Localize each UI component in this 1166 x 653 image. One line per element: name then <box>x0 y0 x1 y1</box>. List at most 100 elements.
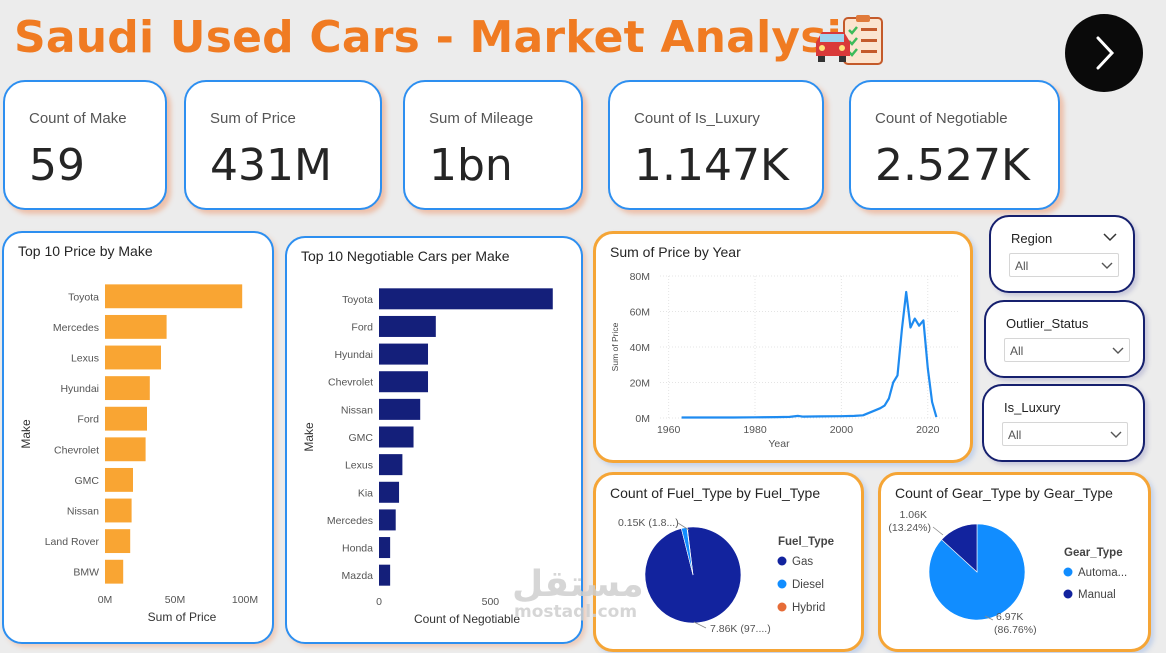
kpi-card-count-of-negotiable: Count of Negotiable 2.527K <box>849 80 1060 210</box>
y-axis-title: Sum of Price <box>610 322 620 371</box>
bar <box>379 509 396 531</box>
bar <box>379 481 400 503</box>
legend-marker <box>1063 589 1073 599</box>
bar <box>379 343 429 365</box>
y-tick-label: 80M <box>630 271 650 283</box>
x-tick-label: 0M <box>98 594 113 606</box>
chart-plot-price-by-year: 0M 20M 40M 60M 80M 1960 1980 2000 2020 Year Sum of… <box>610 271 958 450</box>
chart-plot-price-by-make: Toyota Mercedes Lexus Hyundai Ford Chevrolet G… <box>19 284 258 624</box>
y-axis-title: Make <box>19 419 33 449</box>
category-label: Ford <box>77 414 99 426</box>
kpi-label: Sum of Price <box>210 110 296 127</box>
x-tick-label: 100M <box>232 594 258 606</box>
bar <box>379 371 429 393</box>
category-label: Land Rover <box>45 536 100 548</box>
data-label-automatic-pct: (86.76%) <box>994 624 1037 636</box>
y-axis-title: Make <box>302 422 316 452</box>
legend-label: Manual <box>1078 589 1116 601</box>
chart-top10-price-by-make: Top 10 Price by Make Toyota Mercedes Lexus… <box>2 231 274 644</box>
x-tick-label: 2020 <box>916 424 940 436</box>
dropdown-value: All <box>1010 344 1024 358</box>
bar <box>105 284 243 309</box>
slicer-outlier-status: Outlier_Status All <box>984 300 1145 378</box>
x-axis-title: Year <box>768 438 790 450</box>
kpi-label: Count of Make <box>29 110 127 127</box>
chart-gear-type-pie: Count of Gear_Type by Gear_Type Gear_Typ… <box>878 472 1151 652</box>
chart-title: Sum of Price by Year <box>610 244 741 260</box>
chart-plot-gear-type: Gear_Type Automa... Manual 1.06K(13.24%) 6.9… <box>888 509 1127 636</box>
bar <box>379 288 553 310</box>
data-label-gas: 7.86K (97....) <box>710 623 771 635</box>
dropdown-value: All <box>1008 428 1022 442</box>
bar <box>105 437 146 462</box>
slicer-title: Region <box>1011 231 1053 246</box>
legend-marker <box>777 602 787 612</box>
chevron-down-icon[interactable] <box>1103 233 1117 242</box>
x-tick-label: 500 <box>482 596 500 608</box>
outlier-status-dropdown[interactable]: All <box>1004 338 1130 362</box>
y-tick-label: 60M <box>630 307 650 319</box>
x-tick-label: 1980 <box>743 424 767 436</box>
bar <box>379 426 414 448</box>
is-luxury-dropdown[interactable]: All <box>1002 422 1128 446</box>
chevron-right-icon <box>1096 36 1115 70</box>
category-label: GMC <box>75 475 100 487</box>
chart-title: Count of Fuel_Type by Fuel_Type <box>610 485 821 501</box>
bar <box>105 467 133 492</box>
bar <box>379 537 391 559</box>
leader-line <box>932 526 944 536</box>
bar <box>105 498 132 523</box>
y-tick-label: 20M <box>630 378 650 390</box>
category-label: Lexus <box>71 353 99 365</box>
series-line <box>681 290 938 419</box>
bar <box>105 376 150 401</box>
legend-marker <box>777 556 787 566</box>
bar <box>105 406 147 431</box>
chart-title: Top 10 Price by Make <box>18 243 153 259</box>
kpi-value: 59 <box>29 140 85 191</box>
chart-plot-fuel-type: Fuel_Type Gas Diesel Hybrid 0.15K (1.8...) 7.… <box>618 517 834 635</box>
bar <box>379 398 421 420</box>
x-axis-title: Sum of Price <box>148 610 217 624</box>
x-tick-label: 50M <box>165 594 185 606</box>
legend-title: Fuel_Type <box>778 536 834 548</box>
kpi-label: Sum of Mileage <box>429 110 534 127</box>
kpi-card-sum-of-price: Sum of Price 431M <box>184 80 382 210</box>
chart-sum-of-price-by-year: Sum of Price by Year 0M 20M 40M 60M 80M 1960 1… <box>593 231 973 463</box>
category-label: Toyota <box>68 291 99 303</box>
next-page-button[interactable] <box>1065 14 1143 92</box>
kpi-value: 2.527K <box>875 140 1030 191</box>
kpi-value: 1.147K <box>634 140 789 191</box>
category-label: GMC <box>349 432 374 444</box>
kpi-card-count-of-make: Count of Make 59 <box>3 80 167 210</box>
legend-label: Diesel <box>792 579 824 591</box>
leader-line <box>677 522 690 531</box>
bar <box>105 345 161 370</box>
category-label: BMW <box>73 567 99 579</box>
region-dropdown[interactable]: All <box>1009 253 1119 277</box>
bar <box>379 564 391 586</box>
y-tick-label: 40M <box>630 342 650 354</box>
category-label: Toyota <box>342 294 373 306</box>
legend-title: Gear_Type <box>1064 547 1123 559</box>
bar <box>379 315 436 337</box>
chevron-down-icon <box>1110 431 1122 438</box>
chart-fuel-type-pie: Count of Fuel_Type by Fuel_Type Fuel_Typ… <box>593 472 864 652</box>
category-label: Honda <box>342 543 373 555</box>
dropdown-value: All <box>1015 259 1029 273</box>
chart-title: Count of Gear_Type by Gear_Type <box>895 485 1113 501</box>
category-label: Mercedes <box>327 515 373 527</box>
chevron-down-icon <box>1101 262 1113 269</box>
category-label: Chevrolet <box>54 444 99 456</box>
leader-line <box>693 621 707 629</box>
category-label: Hyundai <box>334 349 373 361</box>
chart-top10-negotiable-by-make: Top 10 Negotiable Cars per Make Toyota Fo… <box>285 236 583 644</box>
category-label: Chevrolet <box>328 377 373 389</box>
legend-label: Gas <box>792 556 813 568</box>
category-label: Kia <box>358 487 373 499</box>
kpi-card-count-of-is-luxury: Count of Is_Luxury 1.147K <box>608 80 824 210</box>
leader-line <box>984 615 994 621</box>
data-label-automatic: 6.97K <box>996 611 1023 623</box>
kpi-value: 431M <box>210 140 332 191</box>
x-tick-label: 2000 <box>830 424 854 436</box>
